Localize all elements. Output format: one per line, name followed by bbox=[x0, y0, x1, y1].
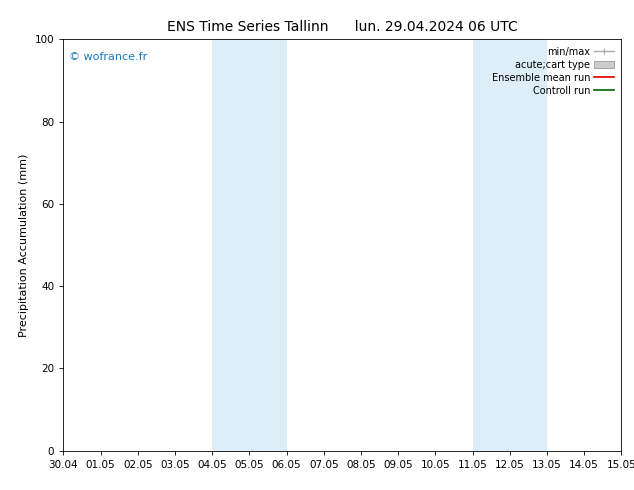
Bar bbox=[472, 39, 547, 451]
Title: ENS Time Series Tallinn      lun. 29.04.2024 06 UTC: ENS Time Series Tallinn lun. 29.04.2024 … bbox=[167, 20, 518, 34]
Text: © wofrance.fr: © wofrance.fr bbox=[69, 51, 147, 62]
Bar bbox=[212, 39, 287, 451]
Y-axis label: Precipitation Accumulation (mm): Precipitation Accumulation (mm) bbox=[19, 153, 29, 337]
Legend: min/max, acute;cart type, Ensemble mean run, Controll run: min/max, acute;cart type, Ensemble mean … bbox=[489, 44, 616, 98]
